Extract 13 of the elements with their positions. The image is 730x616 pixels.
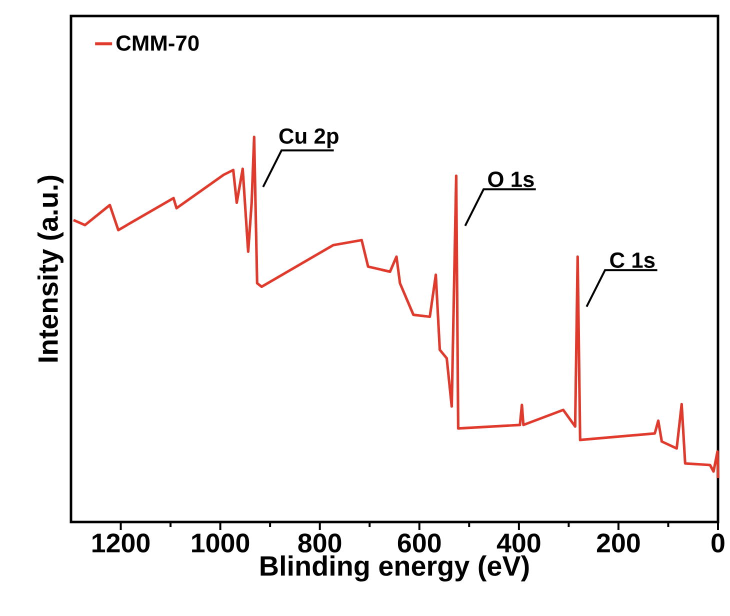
x-tick-label: 400 [496,534,540,553]
legend-label: CMM-70 [116,35,199,51]
y-axis-title: Intensity (a.u.) [37,176,64,362]
x-tick-label: 200 [596,534,640,553]
x-axis-title: Blinding energy (eV) [260,555,529,582]
x-tick-label: 0 [712,534,724,553]
x-tick-label: 600 [398,534,441,553]
x-tick-label: 1000 [192,534,250,553]
x-tick-label: 1200 [92,534,150,553]
annotation: O 1s [488,172,534,188]
x-tick-label: 800 [298,534,342,553]
annotation: Cu 2p [279,128,338,148]
annotation: C 1s [610,252,655,268]
